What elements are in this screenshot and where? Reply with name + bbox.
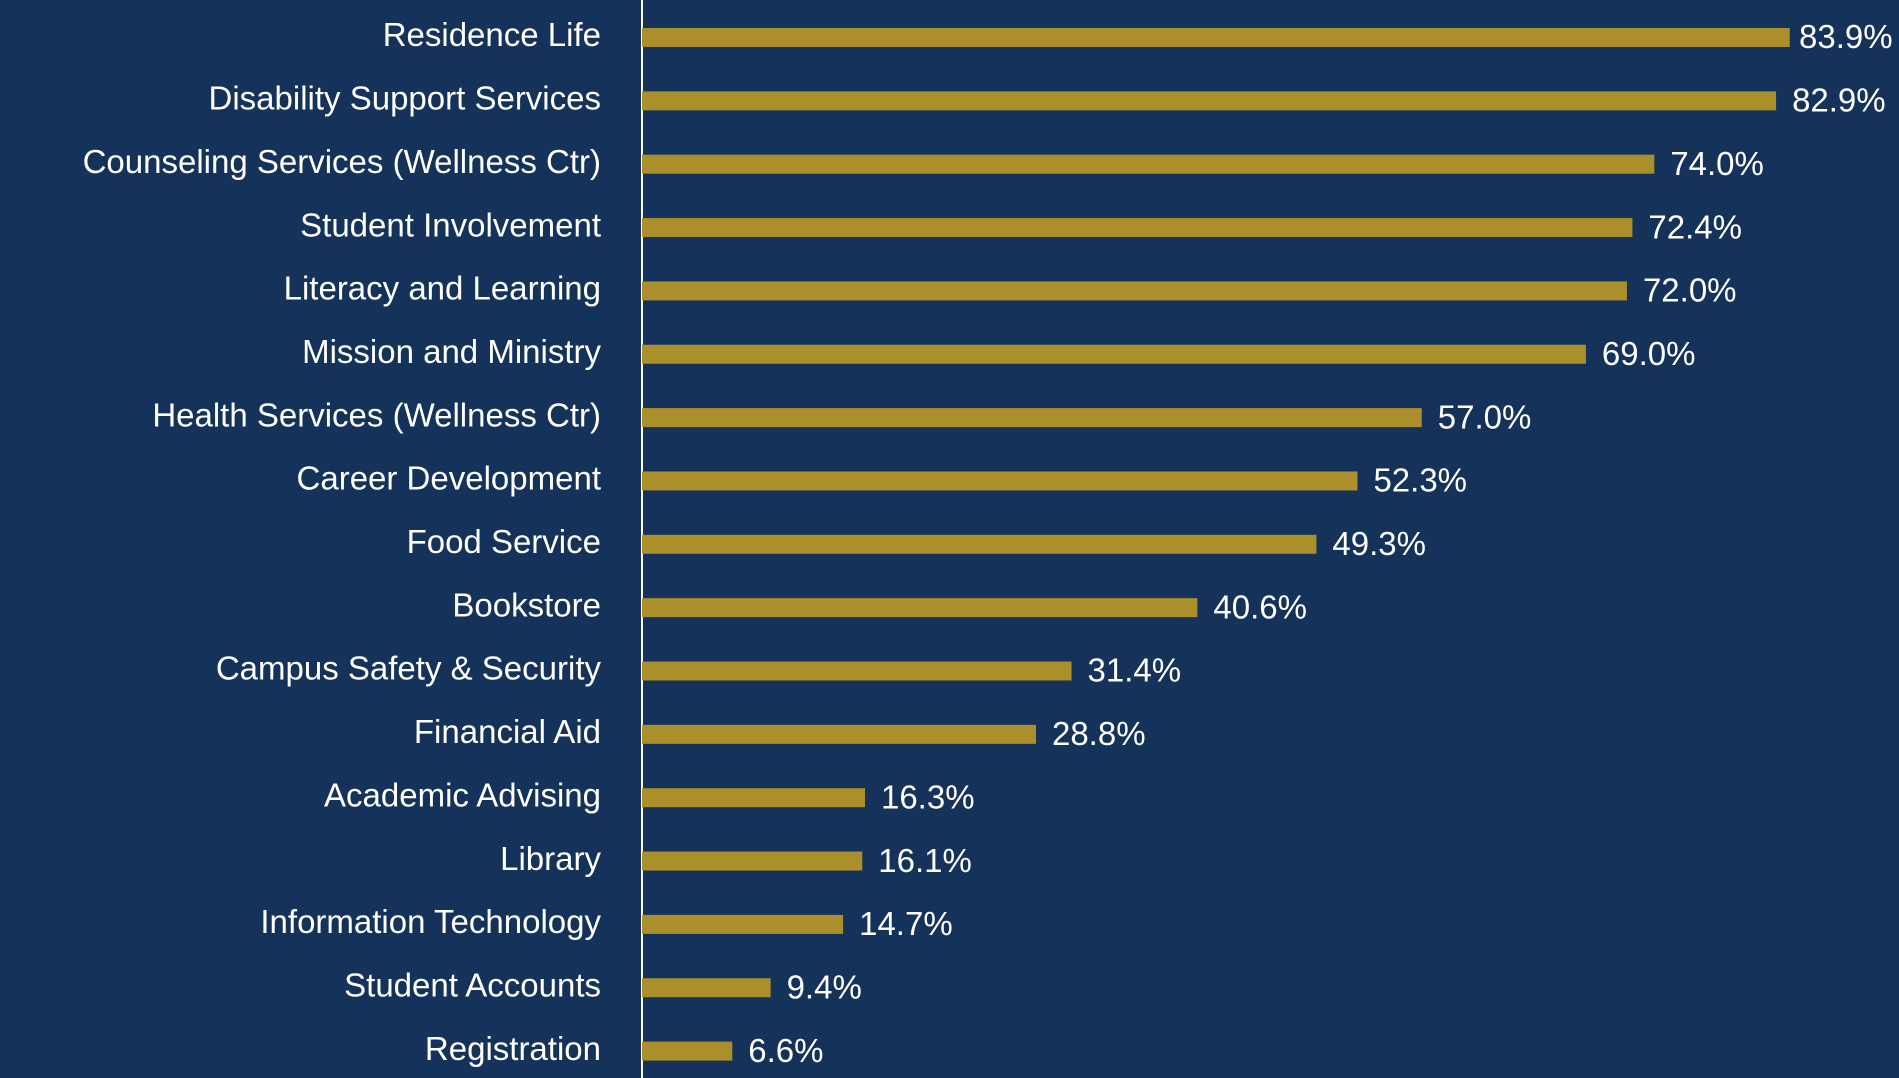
value-label: 52.3% [1373, 462, 1467, 499]
category-label: Mission and Ministry [302, 333, 601, 370]
bar [642, 154, 1655, 174]
category-label: Disability Support Services [209, 80, 602, 117]
category-label: Career Development [297, 460, 601, 497]
bar [642, 851, 863, 871]
value-label: 28.8% [1052, 715, 1146, 752]
bar [642, 661, 1072, 681]
value-label: 74.0% [1670, 145, 1764, 182]
category-label: Bookstore [452, 586, 601, 623]
bar [642, 471, 1358, 491]
bar [642, 978, 771, 998]
bar [642, 914, 844, 934]
value-label: 9.4% [787, 968, 862, 1005]
category-label: Residence Life [383, 16, 601, 53]
bar [642, 598, 1198, 618]
bar [642, 724, 1036, 744]
bar [642, 218, 1633, 238]
category-label: Financial Aid [414, 713, 601, 750]
value-label: 40.6% [1213, 588, 1307, 625]
value-label: 14.7% [859, 905, 953, 942]
bar [642, 1041, 733, 1061]
value-label: 83.9% [1799, 18, 1893, 55]
bar [642, 788, 865, 808]
category-label: Student Accounts [344, 966, 601, 1003]
value-label: 31.4% [1088, 652, 1182, 689]
bar [642, 408, 1422, 428]
value-label: 16.1% [878, 842, 972, 879]
category-label: Food Service [407, 523, 601, 560]
value-label: 16.3% [881, 778, 975, 815]
value-label: 6.6% [748, 1032, 823, 1069]
bar [642, 28, 1790, 47]
bar [642, 344, 1586, 364]
category-label: Student Involvement [300, 206, 601, 243]
category-label: Literacy and Learning [284, 270, 601, 307]
category-label: Campus Safety & Security [216, 650, 602, 687]
value-label: 72.4% [1648, 208, 1742, 245]
category-label: Counseling Services (Wellness Ctr) [83, 143, 601, 180]
value-label: 69.0% [1602, 335, 1696, 372]
bar [642, 91, 1777, 111]
category-label: Registration [425, 1030, 601, 1067]
value-label: 72.0% [1643, 272, 1737, 309]
bar [642, 281, 1627, 301]
category-label: Information Technology [260, 903, 601, 940]
value-label: 82.9% [1792, 82, 1886, 119]
category-label: Health Services (Wellness Ctr) [152, 396, 601, 433]
bar [642, 534, 1317, 554]
category-label: Academic Advising [324, 776, 601, 813]
category-label: Library [500, 840, 601, 877]
value-label: 49.3% [1332, 525, 1426, 562]
value-label: 57.0% [1438, 398, 1532, 435]
